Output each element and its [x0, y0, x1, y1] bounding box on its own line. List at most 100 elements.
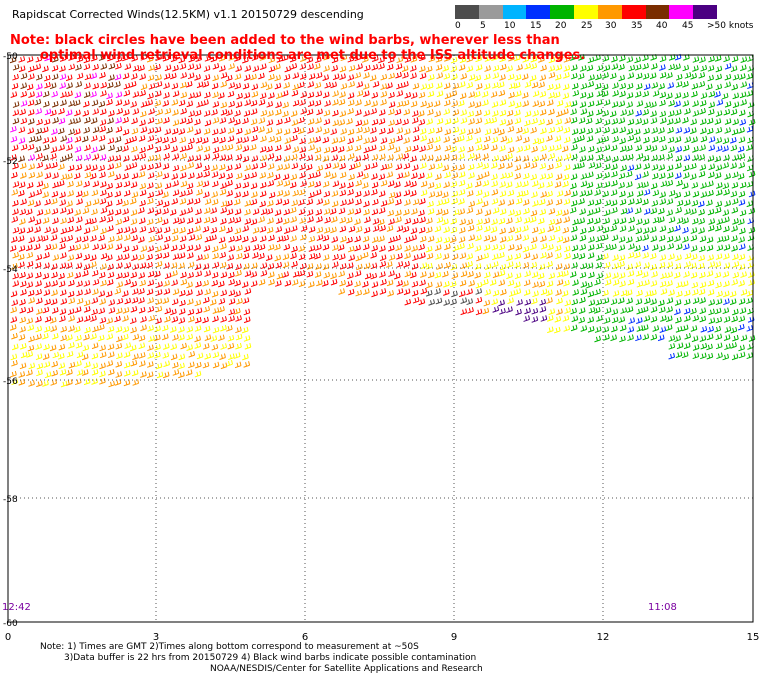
wind-barb-tick	[660, 100, 663, 106]
wind-barb-tick	[288, 74, 291, 79]
wind-barb-tick	[116, 174, 119, 179]
wind-barb-tick	[620, 56, 623, 61]
wind-barb-tick	[229, 136, 232, 141]
wind-barb-tick	[383, 127, 386, 133]
wind-barb-tick	[687, 172, 690, 177]
wind-barb-tick	[694, 173, 697, 178]
wind-barb-tick	[532, 210, 535, 216]
wind-barb-tick	[636, 208, 639, 213]
wind-barb-tick	[21, 163, 24, 168]
wind-barb-tick	[324, 54, 327, 60]
wind-barb-tick	[71, 208, 74, 213]
wind-barb-tick	[547, 136, 550, 141]
wind-barb-tick	[155, 155, 158, 160]
wind-barb-tick	[244, 137, 247, 142]
wind-barb-tick	[501, 100, 504, 105]
wind-barb-tick	[113, 62, 116, 68]
wind-barb-tick	[372, 109, 374, 114]
wind-barb-tick	[33, 163, 36, 168]
wind-barb-tick	[371, 145, 374, 150]
wind-barb-tick	[734, 137, 737, 142]
wind-barb-tick	[14, 125, 17, 131]
wind-barb-tick	[204, 81, 207, 87]
wind-barb-tick	[643, 172, 646, 177]
wind-barb-tick	[663, 164, 666, 169]
wind-barb-tick	[151, 182, 154, 187]
wind-barb-tick	[174, 209, 177, 214]
wind-barb-tick	[70, 64, 73, 69]
wind-barb-tick	[256, 126, 259, 131]
wind-barb-tick	[192, 63, 195, 68]
wind-barb-tick	[43, 183, 46, 189]
wind-barb-tick	[553, 72, 556, 77]
wind-barb-tick	[299, 82, 302, 87]
wind-barb-tick	[269, 93, 272, 98]
wind-barb-tick	[535, 209, 538, 215]
wind-barb-tick	[560, 64, 563, 69]
wind-barb-tick	[22, 190, 25, 195]
wind-barb-tick	[575, 100, 578, 105]
wind-barb-tick	[600, 117, 603, 123]
wind-barb-tick	[269, 181, 272, 186]
wind-barb-tick	[265, 109, 268, 115]
wind-barb-tick	[412, 209, 415, 214]
wind-barb-tick	[716, 119, 719, 124]
wind-barb-tick	[686, 137, 689, 142]
wind-barb-tick	[700, 72, 703, 78]
wind-barb-tick	[123, 146, 126, 151]
wind-barb-tick	[364, 209, 367, 215]
wind-barb-tick	[566, 180, 569, 186]
wind-barb-tick	[79, 146, 82, 151]
wind-barb-tick	[376, 91, 379, 97]
wind-barb-tick	[512, 54, 515, 60]
wind-barb-tick	[432, 127, 435, 132]
wind-barb-tick	[367, 190, 370, 195]
wind-barb-tick	[439, 110, 442, 115]
wind-barb-tick	[173, 129, 176, 134]
wind-barb-tick	[316, 83, 319, 88]
wind-barb-tick	[309, 119, 312, 124]
wind-barb-tick	[117, 199, 120, 205]
wind-barb-tick	[48, 118, 51, 123]
wind-barb-tick	[166, 136, 169, 141]
wind-barb-tick	[357, 135, 360, 141]
wind-barb-tick	[615, 170, 618, 176]
wind-barb-tick	[504, 208, 507, 213]
wind-barb-tick	[197, 190, 200, 195]
wind-barb-tick	[337, 180, 340, 185]
wind-barb-tick	[278, 63, 281, 68]
wind-barb-tick	[223, 136, 226, 142]
wind-barb-tick	[509, 126, 512, 132]
wind-barb-tick	[167, 54, 170, 60]
wind-barb-tick	[696, 182, 699, 187]
wind-barb-tick	[472, 163, 475, 169]
wind-barb-tick	[550, 118, 553, 124]
wind-barb-tick	[423, 119, 426, 124]
wind-barb-tick	[684, 165, 687, 171]
wind-barb-tick	[550, 181, 553, 186]
wind-barb-tick	[228, 173, 230, 179]
wind-barb-tick	[177, 119, 180, 124]
wind-barb-tick	[280, 198, 283, 203]
wind-barb-tick	[588, 210, 591, 215]
wind-barb-tick	[727, 154, 730, 159]
wind-barb-tick	[612, 208, 615, 213]
wind-barb-tick	[486, 99, 489, 104]
wind-barb-tick	[356, 199, 359, 205]
wind-barb	[507, 129, 514, 133]
wind-barb-tick	[615, 189, 618, 194]
wind-barb-tick	[518, 147, 521, 152]
wind-barb-tick	[264, 182, 267, 187]
wind-barb-tick	[588, 155, 591, 160]
wind-barb-tick	[212, 165, 215, 170]
wind-barb-tick	[70, 144, 73, 149]
wind-barb-tick	[534, 101, 537, 106]
wind-barb-tick	[197, 173, 200, 178]
wind-barb-tick	[507, 138, 510, 143]
wind-barb-tick	[588, 111, 591, 116]
wind-barb-tick	[403, 73, 406, 78]
wind-barb-tick	[43, 155, 46, 160]
wind-barb-tick	[137, 108, 140, 113]
wind-barb-tick	[22, 92, 25, 97]
wind-barb-tick	[372, 163, 375, 168]
